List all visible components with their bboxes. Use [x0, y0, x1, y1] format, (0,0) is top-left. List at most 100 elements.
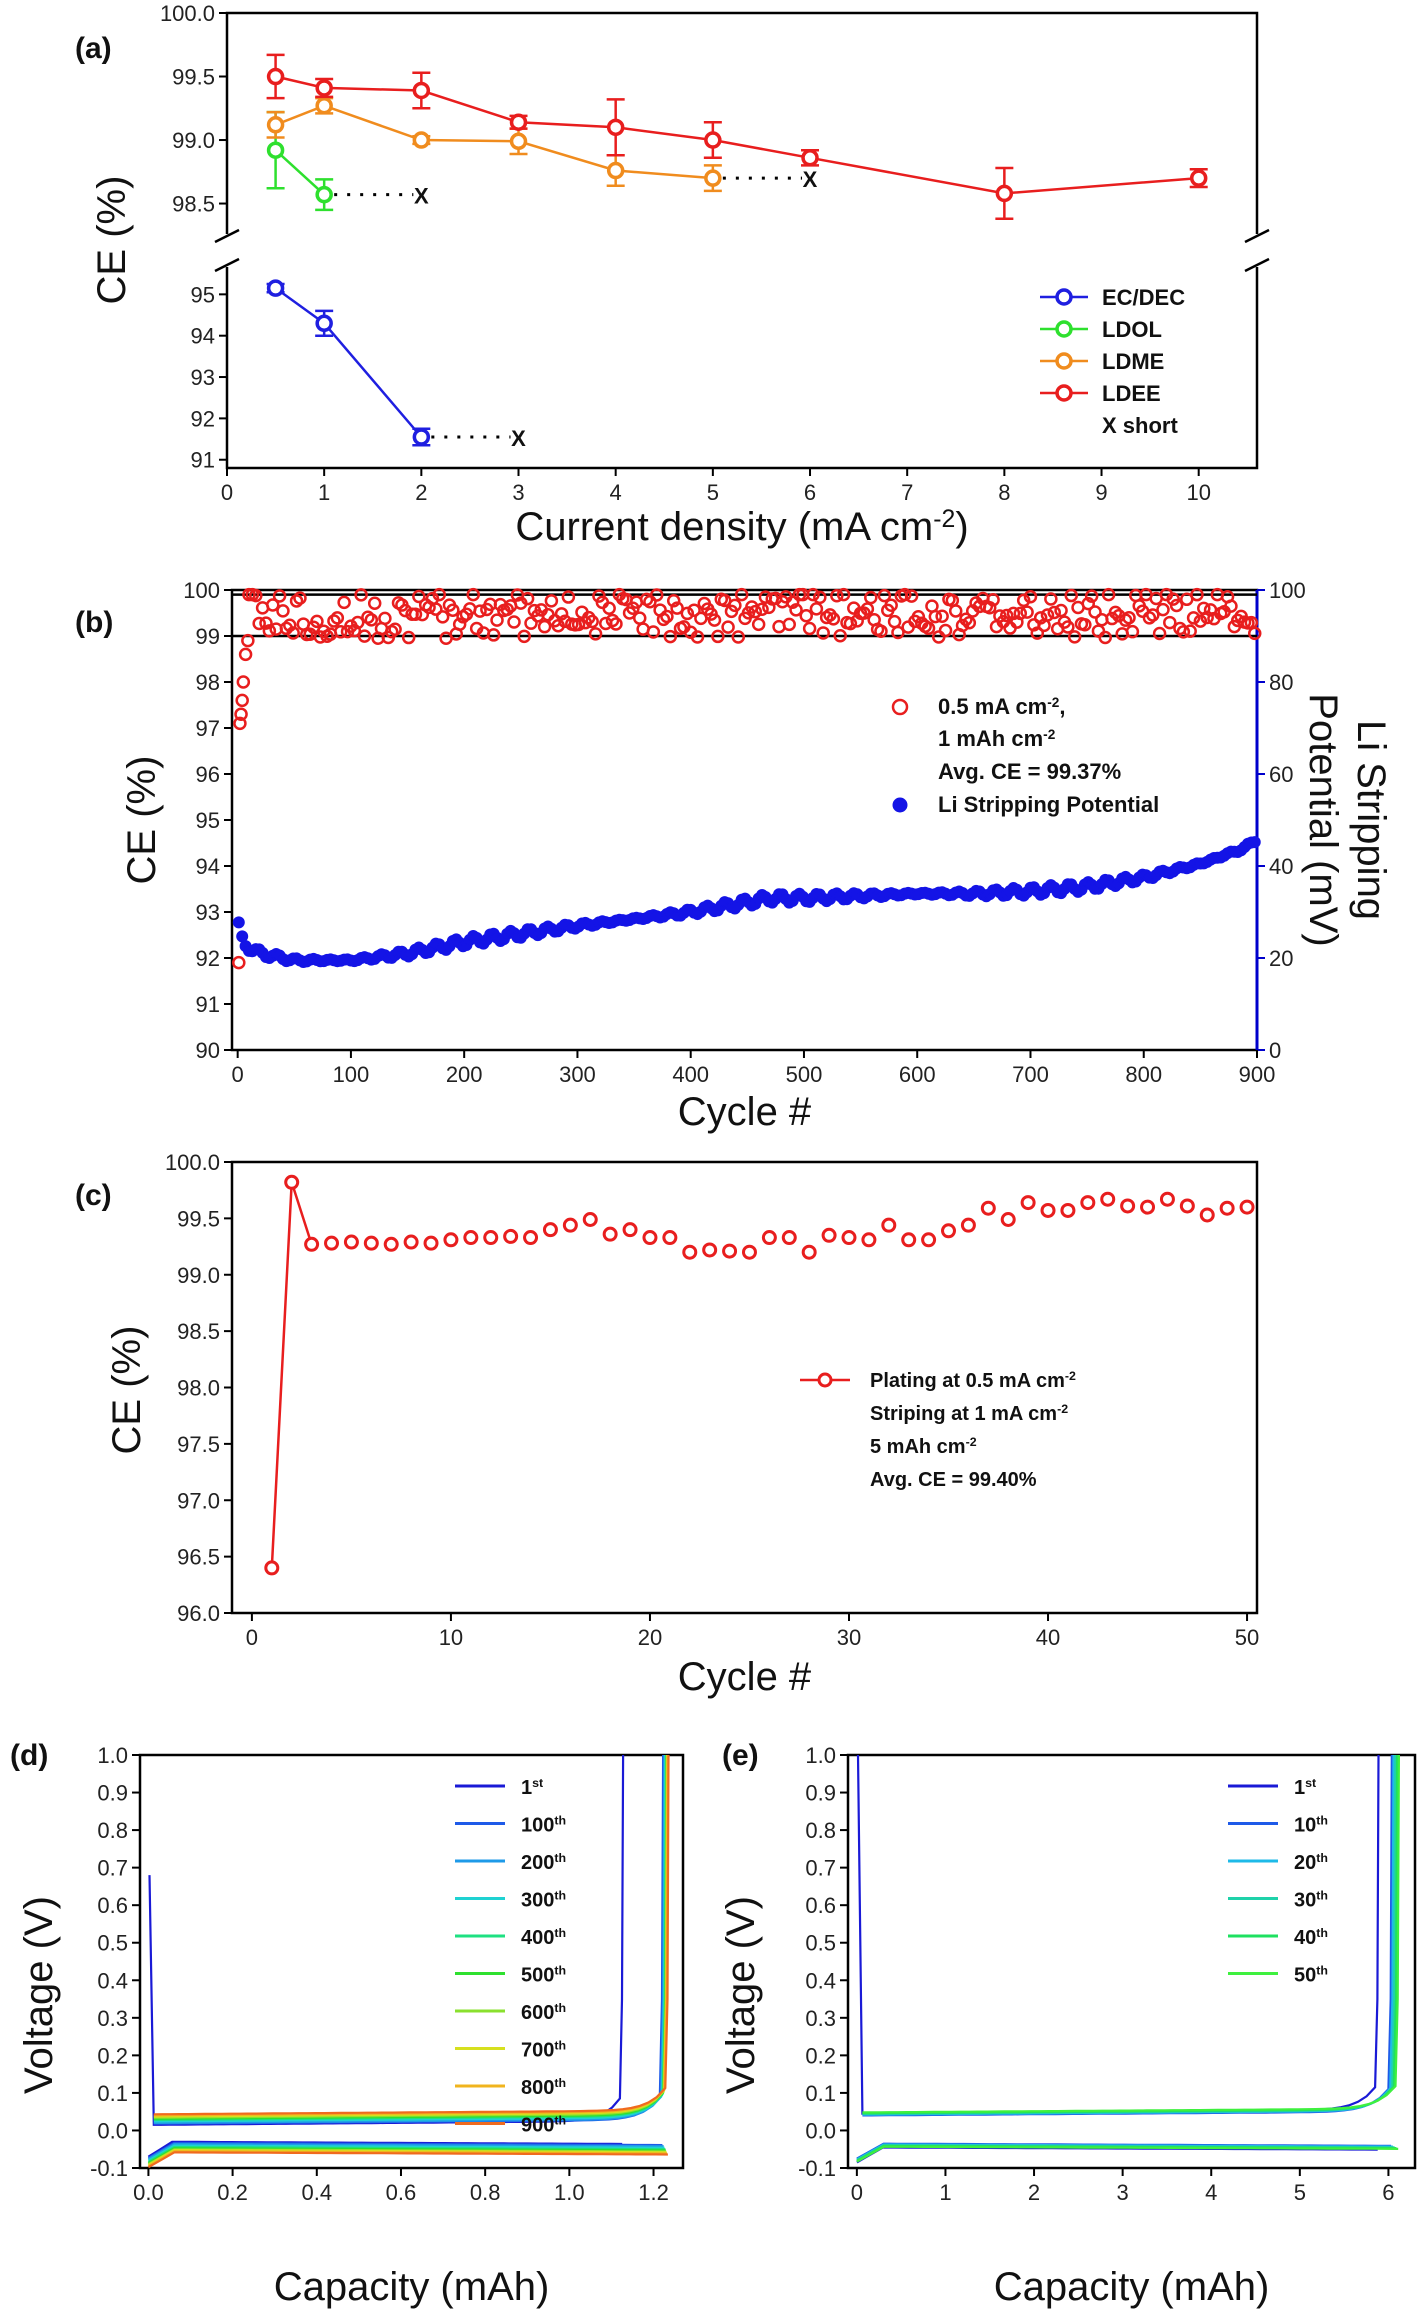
- panel-d-y-tick-label: 0.4: [97, 1968, 128, 1993]
- panel-b-ce-point: [364, 613, 379, 627]
- panel-a-x-tick-label: 5: [707, 480, 719, 505]
- panel-b-y-tick-label: 90: [196, 1038, 220, 1063]
- panel-b-ce-point: [333, 625, 348, 639]
- panel-b-ce-point: [602, 601, 616, 616]
- panel-b-ce-point: [680, 606, 695, 621]
- panel-b-ce-point: [860, 602, 875, 616]
- panel-c-point: [921, 1232, 937, 1248]
- panel-c-point: [722, 1243, 738, 1259]
- panel-c-y-tick-label: 99.5: [177, 1206, 220, 1231]
- panel-e-frame: [846, 1753, 1417, 2170]
- panel-c-legend-label-1: Plating at 0.5 mA cm-2: [870, 1369, 1076, 1392]
- panel-c-point: [602, 1226, 618, 1242]
- panel-b-ce-point: [1190, 587, 1204, 602]
- panel-a-short-marker: X: [414, 184, 429, 209]
- panel-d-frame: [138, 1753, 685, 2170]
- panel-b-ce-point: [1067, 630, 1082, 644]
- panel-d-y-tick-label: 0.5: [97, 1931, 128, 1956]
- panel-b-frame: [230, 588, 1259, 1052]
- panel-e-y-tick-label: 0.9: [805, 1781, 836, 1806]
- panel-b-ce-point: [1081, 596, 1095, 611]
- panel-b-ce-point: [473, 604, 487, 618]
- panel-a-legend-marker: [1055, 352, 1073, 370]
- panel-b-x-tick-label: 600: [899, 1062, 936, 1087]
- panel-a-point-LDEE: [266, 67, 285, 86]
- panel-b-ce-point: [898, 587, 912, 602]
- panel-c-point: [1080, 1195, 1096, 1211]
- panel-a-upper-y-tick-label: 98.5: [172, 192, 215, 217]
- panel-d-legend-label: 600th: [521, 2001, 566, 2024]
- panel-b-ce-point: [799, 609, 813, 623]
- panel-b-ce-point: [802, 621, 817, 636]
- panel-a-axis-break: [1244, 257, 1270, 273]
- panel-b-ce-point: [948, 604, 963, 618]
- panel-b-y2-tick-label: 80: [1269, 670, 1293, 695]
- panel-e-x-tick-label: 0: [851, 2180, 863, 2205]
- panel-b-ce-point: [1044, 592, 1058, 606]
- panel-b-y2-tick-label: 100: [1269, 578, 1306, 603]
- panel-b-ce-point: [235, 693, 249, 708]
- panel-b-ce-point: [276, 604, 290, 618]
- panel-a-label: (a): [75, 32, 112, 65]
- panel-b-ce-point: [585, 614, 599, 629]
- panel-a-point-LDME: [704, 169, 722, 187]
- panel-c-point: [821, 1227, 837, 1243]
- panel-a-point-LDME: [315, 96, 333, 115]
- panel-c-y-tick-label: 98.0: [177, 1376, 220, 1401]
- panel-b-x-tick-label: 700: [1012, 1062, 1049, 1087]
- panel-b-y-tick-label: 94: [196, 854, 220, 879]
- panel-a-point-LDOL: [315, 185, 333, 204]
- panel-b-y2-axis-label: Potential (mV): [1301, 693, 1345, 946]
- panel-b-legend-ce-label-2: 1 mAh cm-2: [938, 726, 1056, 751]
- panel-e-x-tick-label: 5: [1294, 2180, 1306, 2205]
- panel-b-ce-point: [1200, 610, 1214, 625]
- panel-a-ce-vs-current-density: (a) 98.5 99.0 99.5 100.0 91 92 93 94 95 0 1 2 3 4 5 6 7 8 9…: [75, 1, 1270, 549]
- panel-a-frame-top: [225, 11, 1259, 234]
- panel-b-ce-point: [660, 609, 674, 624]
- panel-b-ce-point: [646, 625, 661, 639]
- panel-c-legend-marker: [817, 1372, 833, 1388]
- panel-b-ce-point: [1122, 610, 1136, 625]
- panel-b-ce-point: [327, 614, 341, 628]
- panel-a-x-tick-label: 9: [1095, 480, 1107, 505]
- panel-e-y-tick-label: 0.6: [805, 1893, 836, 1918]
- panel-e-legend-label: 20th: [1294, 1851, 1328, 1874]
- panel-b-ce-point: [609, 617, 623, 631]
- panel-d-y-tick-label: 0.0: [97, 2118, 128, 2143]
- panel-b-y-tick-label: 92: [196, 946, 220, 971]
- panel-a-point-LDEE: [1189, 169, 1208, 187]
- panel-b-legend-ce-label-1: 0.5 mA cm-2,: [938, 694, 1066, 719]
- panel-e-legend-label: 30th: [1294, 1889, 1328, 1912]
- panel-a-point-LDOL: [266, 141, 285, 159]
- panel-c-point: [1159, 1191, 1175, 1207]
- panel-b-ce-point: [1146, 608, 1160, 622]
- panel-c-point: [423, 1235, 439, 1251]
- panel-a-point-EC/DEC: [315, 314, 333, 333]
- panel-b-ce-point: [982, 601, 997, 615]
- panel-c-y-tick-label: 98.5: [177, 1319, 220, 1344]
- panel-b-ce-point: [1152, 626, 1167, 641]
- panel-b-x-tick-label: 400: [672, 1062, 709, 1087]
- panel-c-x-tick-label: 50: [1235, 1625, 1259, 1650]
- panel-b-ce-point: [571, 617, 586, 632]
- panel-c-x-axis-label: Cycle #: [678, 1655, 812, 1699]
- panel-a-axis-break: [214, 228, 240, 244]
- panel-d-y-tick-label: 0.7: [97, 1856, 128, 1881]
- panel-a-legend-marker: [1055, 384, 1073, 402]
- panel-c-x-tick-label: 20: [638, 1625, 662, 1650]
- panel-c-point: [483, 1230, 499, 1246]
- panel-d-legend-label: 400th: [521, 1926, 566, 1949]
- panel-c-point: [642, 1230, 658, 1246]
- panel-d-stripping-curve-500: [153, 1754, 668, 2120]
- panel-c-point: [841, 1230, 857, 1246]
- panel-b-ce-point: [830, 588, 844, 603]
- panel-c-point: [861, 1232, 877, 1248]
- panel-b-ce-point: [520, 591, 535, 606]
- panel-d-y-tick-label: 0.3: [97, 2006, 128, 2031]
- panel-c-frame: [230, 1160, 1259, 1615]
- panel-a-legend-marker: [1055, 320, 1073, 338]
- panel-b-ce-point: [938, 623, 953, 638]
- panel-e-x-tick-label: 6: [1382, 2180, 1394, 2205]
- panel-b-ce-point: [891, 625, 905, 640]
- panel-b-ce-point: [986, 593, 1000, 607]
